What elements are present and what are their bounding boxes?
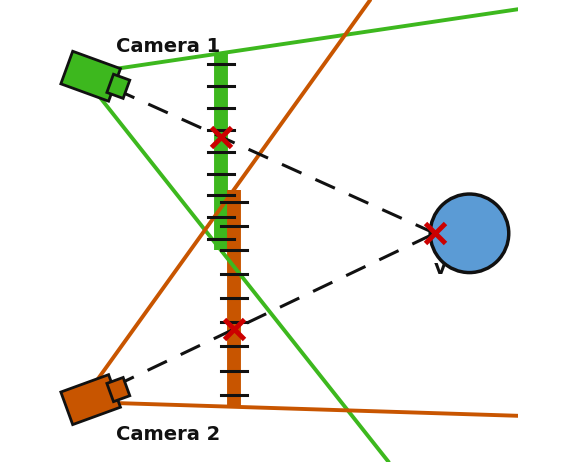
- Text: v: v: [434, 259, 447, 278]
- Bar: [61, 51, 121, 101]
- Bar: [61, 375, 121, 425]
- Text: Camera 1: Camera 1: [116, 36, 220, 56]
- Bar: [107, 377, 130, 401]
- Bar: [107, 74, 130, 98]
- Text: Camera 2: Camera 2: [116, 425, 220, 444]
- Circle shape: [430, 194, 509, 273]
